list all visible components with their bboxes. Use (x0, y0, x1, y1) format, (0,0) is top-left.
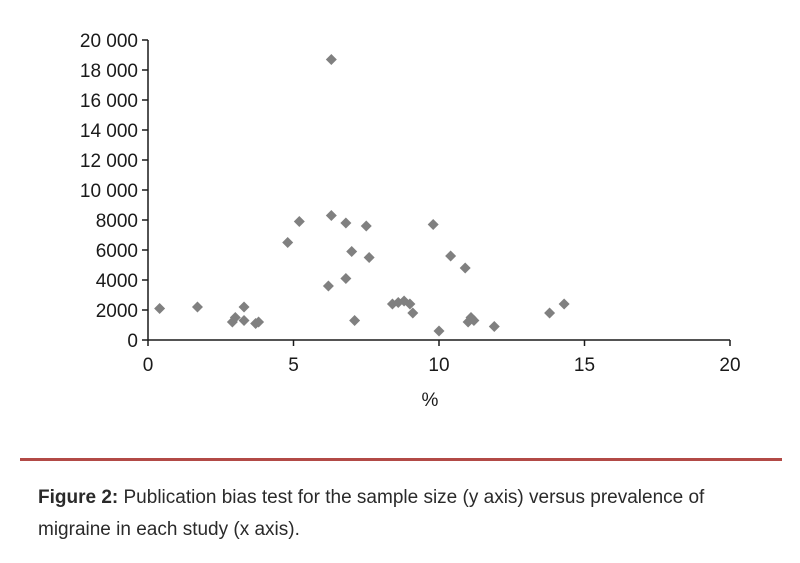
data-point (433, 325, 445, 337)
caption-label: Figure 2: (38, 487, 119, 508)
data-point (322, 280, 334, 292)
data-point (238, 315, 250, 326)
data-point (340, 273, 352, 284)
y-tick-label: 6000 (96, 241, 138, 262)
x-tick-label: 5 (288, 355, 299, 376)
y-tick-label: 4000 (96, 271, 138, 292)
data-point (340, 217, 352, 229)
data-points (154, 54, 570, 337)
data-point (349, 315, 361, 326)
data-point (404, 298, 416, 310)
data-point (191, 301, 203, 313)
data-point (468, 315, 480, 326)
x-axis-ticks: 0 5 10 15 20 (143, 340, 741, 376)
data-point (325, 54, 337, 65)
y-tick-label: 20 000 (80, 31, 138, 52)
data-point (293, 216, 305, 227)
data-point (238, 301, 250, 313)
data-point (154, 303, 166, 314)
y-tick-label: 18 000 (80, 61, 138, 82)
data-point (488, 321, 500, 332)
y-tick-label: 8000 (96, 211, 138, 232)
x-tick-label: 15 (574, 355, 595, 376)
data-point (253, 316, 265, 328)
data-point (445, 250, 457, 262)
data-point (346, 246, 358, 257)
x-axis-title: % (422, 390, 439, 411)
y-tick-label: 0 (127, 331, 138, 352)
y-tick-label: 12 000 (80, 151, 138, 172)
data-point (325, 210, 337, 221)
x-tick-label: 0 (143, 355, 154, 376)
y-tick-label: 16 000 (80, 91, 138, 112)
data-point (407, 307, 419, 319)
data-point (229, 312, 241, 323)
caption-text: Publication bias test for the sample siz… (38, 487, 705, 540)
x-tick-label: 10 (428, 355, 449, 376)
data-point (558, 298, 570, 310)
data-point (282, 237, 294, 248)
y-tick-label: 14 000 (80, 121, 138, 142)
y-tick-label: 10 000 (80, 181, 138, 202)
x-tick-label: 20 (719, 355, 740, 376)
data-point (459, 262, 471, 274)
data-point (360, 220, 372, 232)
scatter-chart: 0 2000 4000 6000 8000 10 000 12 000 14 000 16 00… (80, 31, 741, 411)
data-point (544, 307, 556, 319)
data-point (427, 219, 439, 230)
figure-caption: Figure 2: Publication bias test for the … (38, 482, 773, 546)
y-tick-label: 2000 (96, 301, 138, 322)
caption-divider (20, 458, 782, 461)
data-point (363, 252, 375, 263)
y-axis-ticks: 0 2000 4000 6000 8000 10 000 12 000 14 000 16 00… (80, 31, 148, 352)
